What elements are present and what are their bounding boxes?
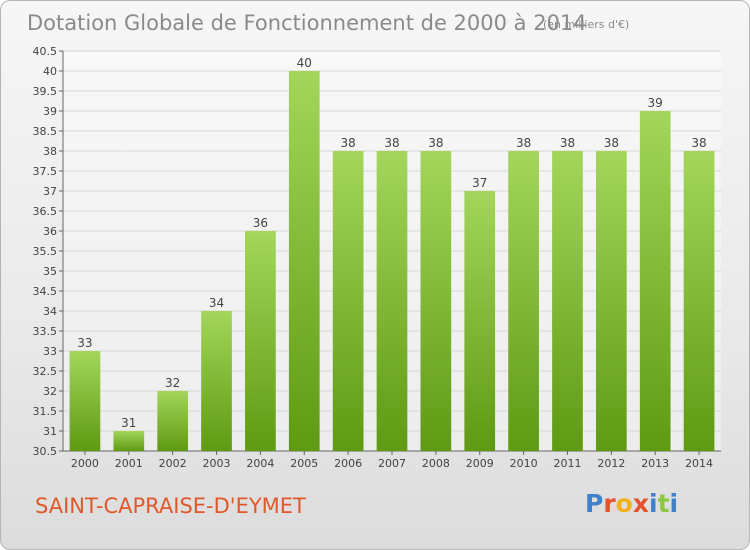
data-label: 38 bbox=[340, 136, 355, 150]
y-tick-label: 34 bbox=[43, 305, 57, 318]
x-tick-label: 2010 bbox=[510, 457, 538, 470]
x-tick-label: 2004 bbox=[246, 457, 274, 470]
y-tick-label: 37.5 bbox=[33, 165, 58, 178]
logo-letter: t bbox=[657, 489, 670, 518]
bar bbox=[332, 151, 364, 451]
y-tick-label: 34.5 bbox=[33, 285, 58, 298]
logo-letter: i bbox=[669, 489, 679, 518]
x-tick-label: 2000 bbox=[71, 457, 99, 470]
bar bbox=[69, 351, 101, 451]
data-label: 38 bbox=[691, 136, 706, 150]
y-tick-label: 37 bbox=[43, 185, 57, 198]
data-label: 34 bbox=[209, 296, 224, 310]
bar bbox=[683, 151, 715, 451]
tick-labels: 30.5 31 31.5 32 32.5 33 33.5 34 34.5 35 35.5 36 36.5… bbox=[33, 45, 714, 470]
y-tick-label: 32.5 bbox=[33, 365, 58, 378]
data-label: 31 bbox=[121, 416, 136, 430]
bars bbox=[69, 71, 715, 451]
y-tick-label: 33.5 bbox=[33, 325, 58, 338]
data-label: 38 bbox=[604, 136, 619, 150]
bar bbox=[420, 151, 452, 451]
y-tick-label: 39.5 bbox=[33, 85, 58, 98]
bar bbox=[201, 311, 232, 451]
x-tick-label: 2001 bbox=[115, 457, 143, 470]
y-tick-label: 36.5 bbox=[33, 205, 58, 218]
bar bbox=[552, 151, 583, 451]
data-label: 32 bbox=[165, 376, 180, 390]
y-tick-label: 36 bbox=[43, 225, 57, 238]
bar bbox=[508, 151, 539, 451]
chart-title: Dotation Globale de Fonctionnement de 20… bbox=[27, 11, 587, 35]
x-tick-label: 2011 bbox=[553, 457, 581, 470]
data-label: 33 bbox=[77, 336, 92, 350]
x-tick-label: 2014 bbox=[685, 457, 713, 470]
x-tick-label: 2005 bbox=[290, 457, 318, 470]
y-tick-label: 39 bbox=[43, 105, 57, 118]
bar bbox=[288, 71, 320, 451]
logo-letter: r bbox=[603, 489, 616, 518]
y-tick-label: 40.5 bbox=[33, 45, 58, 58]
bar bbox=[376, 151, 408, 451]
x-tick-label: 2003 bbox=[203, 457, 231, 470]
x-tick-label: 2013 bbox=[641, 457, 669, 470]
x-tick-label: 2009 bbox=[466, 457, 494, 470]
data-label: 38 bbox=[384, 136, 399, 150]
place-name: SAINT-CAPRAISE-D'EYMET bbox=[35, 494, 306, 518]
logo-letter: x bbox=[632, 489, 649, 518]
x-tick-label: 2008 bbox=[422, 457, 450, 470]
data-labels: 33 31 32 34 36 40 38 38 38 37 38 38 38 39 38 bbox=[77, 56, 706, 430]
logo-letter: P bbox=[585, 489, 604, 518]
y-tick-label: 30.5 bbox=[33, 445, 58, 458]
logo-letter: i bbox=[649, 489, 658, 518]
data-label: 38 bbox=[516, 136, 531, 150]
bar bbox=[245, 231, 276, 451]
y-tick-label: 40 bbox=[43, 65, 57, 78]
data-label: 38 bbox=[428, 136, 443, 150]
bar bbox=[595, 151, 627, 451]
data-label: 38 bbox=[560, 136, 575, 150]
x-tick-label: 2006 bbox=[334, 457, 362, 470]
y-tick-label: 38 bbox=[43, 145, 57, 158]
x-tick-label: 2002 bbox=[159, 457, 187, 470]
data-label: 40 bbox=[297, 56, 312, 70]
bar bbox=[113, 431, 145, 451]
y-tick-label: 31.5 bbox=[33, 405, 58, 418]
chart-subtitle: (en milliers d'€) bbox=[543, 18, 630, 31]
logo-letter: o bbox=[615, 489, 633, 518]
bar bbox=[639, 111, 671, 451]
bar bbox=[157, 391, 189, 451]
bar bbox=[464, 191, 496, 451]
y-tick-label: 33 bbox=[43, 345, 57, 358]
y-tick-label: 32 bbox=[43, 385, 57, 398]
x-tick-label: 2007 bbox=[378, 457, 406, 470]
y-tick-label: 38.5 bbox=[33, 125, 58, 138]
y-tick-label: 35 bbox=[43, 265, 57, 278]
x-tick-label: 2012 bbox=[597, 457, 625, 470]
y-tick-label: 31 bbox=[43, 425, 57, 438]
data-label: 37 bbox=[472, 176, 487, 190]
data-label: 39 bbox=[648, 96, 663, 110]
y-tick-label: 35.5 bbox=[33, 245, 58, 258]
data-label: 36 bbox=[253, 216, 268, 230]
proxiti-logo[interactable]: Proxiti bbox=[585, 489, 678, 518]
